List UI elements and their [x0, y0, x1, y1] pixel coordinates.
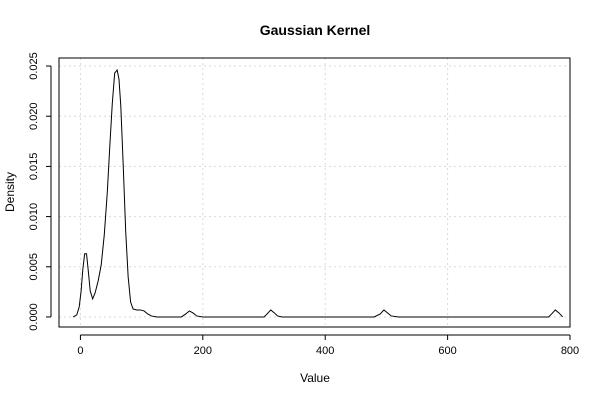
- y-tick-label: 0.010: [28, 203, 40, 231]
- x-tick-label: 600: [438, 345, 456, 357]
- y-tick-label: 0.025: [28, 52, 40, 80]
- x-tick-label: 800: [561, 345, 579, 357]
- y-axis: 0.000 0.005 0.010 0.015 0.020 0.025: [28, 52, 52, 331]
- density-curve: [72, 68, 564, 318]
- x-axis: 0 200 400 600 800: [77, 334, 579, 357]
- x-tick-label: 0: [77, 345, 83, 357]
- y-axis-label: Density: [3, 172, 17, 212]
- y-tick-label: 0.000: [28, 303, 40, 331]
- y-tick-label: 0.020: [28, 102, 40, 130]
- x-axis-label: Value: [300, 371, 330, 385]
- y-tick-label: 0.015: [28, 153, 40, 181]
- x-tick-label: 200: [194, 345, 212, 357]
- plot-frame: [58, 57, 571, 328]
- y-tick-label: 0.005: [28, 253, 40, 281]
- grid-lines: [59, 58, 571, 327]
- x-tick-label: 400: [316, 345, 334, 357]
- chart-title: Gaussian Kernel: [260, 22, 371, 38]
